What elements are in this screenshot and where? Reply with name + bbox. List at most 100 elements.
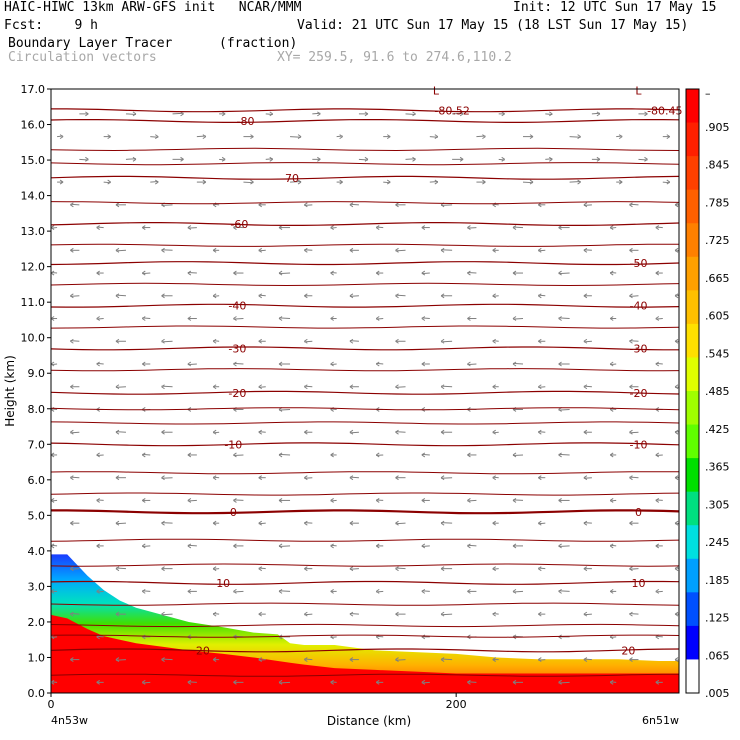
vector-shaft xyxy=(441,204,453,206)
wind-vector xyxy=(512,543,524,549)
vector-head xyxy=(161,657,165,663)
isotherm-line xyxy=(51,175,679,180)
vector-shaft xyxy=(115,249,126,252)
colorbar-label: .785 xyxy=(705,196,730,209)
wind-vector xyxy=(349,657,359,663)
vector-head xyxy=(395,384,399,390)
wind-vector xyxy=(278,270,291,276)
vector-head xyxy=(304,338,308,344)
vector-head xyxy=(250,179,254,185)
wind-vector xyxy=(629,429,639,435)
vector-head xyxy=(618,134,623,140)
vector-head xyxy=(583,247,588,253)
vector-head xyxy=(434,179,439,185)
vector-shaft xyxy=(452,112,464,115)
wind-vector xyxy=(440,384,453,390)
wind-vector xyxy=(258,429,266,435)
wind-vector xyxy=(51,679,58,685)
vector-head xyxy=(674,338,679,344)
vector-head xyxy=(278,498,283,503)
vector-head xyxy=(212,657,217,663)
colorbar-swatch xyxy=(686,223,699,258)
vector-head xyxy=(202,179,207,185)
vector-shaft xyxy=(233,454,244,457)
vector-head xyxy=(304,384,308,390)
vector-head xyxy=(233,361,237,367)
vector-head xyxy=(339,179,343,185)
vector-head xyxy=(644,111,648,117)
vector-head xyxy=(349,293,354,299)
vector-head xyxy=(375,316,380,321)
wind-vector xyxy=(421,361,430,367)
wind-vector xyxy=(161,429,173,435)
vector-head xyxy=(655,498,660,503)
vector-shaft xyxy=(115,522,126,525)
vector-head xyxy=(212,338,217,344)
y-tick-label: 3.0 xyxy=(28,580,46,593)
wind-vector xyxy=(395,384,406,390)
vector-head xyxy=(187,225,192,230)
vector-head xyxy=(141,225,146,230)
vector-head xyxy=(349,202,354,208)
field-title: Boundary Layer Tracer xyxy=(8,36,173,51)
vector-head xyxy=(395,338,399,344)
vector-head xyxy=(629,657,633,663)
vector-head xyxy=(212,475,217,481)
wind-vector xyxy=(304,566,313,572)
vector-head xyxy=(51,225,55,230)
vector-head xyxy=(674,657,679,663)
vector-head xyxy=(258,520,263,526)
wind-vector xyxy=(674,566,679,572)
wind-vector xyxy=(638,156,648,162)
vector-head xyxy=(258,611,263,617)
wind-vector xyxy=(512,270,524,276)
wind-vector xyxy=(452,156,464,162)
wind-vector xyxy=(655,498,663,503)
vector-head xyxy=(202,134,207,140)
wind-vector xyxy=(258,384,266,390)
wind-vector xyxy=(467,679,477,685)
vector-head xyxy=(596,111,601,117)
header-line1-right: Init: 12 UTC Sun 17 May 15 xyxy=(513,0,717,15)
wind-vector xyxy=(161,293,173,299)
wind-vector xyxy=(70,338,80,344)
vector-head xyxy=(395,475,399,481)
vector-head xyxy=(141,452,146,458)
vector-head xyxy=(304,247,308,253)
wind-vector xyxy=(161,338,173,344)
wind-vector xyxy=(538,429,546,435)
wind-vector xyxy=(233,498,244,503)
vector-shaft xyxy=(115,567,126,570)
wind-vector xyxy=(616,134,623,140)
isotherm-line xyxy=(51,243,679,247)
y-tick-label: 11.0 xyxy=(21,296,46,309)
colorbar-swatch xyxy=(686,256,699,291)
vector-head xyxy=(538,384,542,390)
wind-vector xyxy=(421,498,430,503)
vector-head xyxy=(609,588,614,594)
vector-shaft xyxy=(161,522,173,524)
vector-head xyxy=(187,270,192,276)
vector-head xyxy=(330,588,334,594)
contour-label: 0 xyxy=(230,506,237,519)
wind-vector xyxy=(609,543,617,549)
colorbar-label: .605 xyxy=(705,310,730,323)
wind-vector xyxy=(141,361,151,367)
vector-head xyxy=(278,588,283,594)
vector-head xyxy=(609,498,614,503)
wind-vector xyxy=(655,452,663,458)
vector-head xyxy=(233,543,237,549)
vector-head xyxy=(629,566,633,572)
vector-head xyxy=(115,384,120,390)
wind-vector xyxy=(212,338,220,344)
wind-vector xyxy=(629,338,639,344)
contour-label: -80.45 xyxy=(647,104,682,117)
vector-head xyxy=(558,270,562,276)
vector-head xyxy=(269,156,274,162)
colorbar-label: .245 xyxy=(705,536,730,549)
vector-shaft xyxy=(233,499,244,501)
wind-vector xyxy=(440,657,453,663)
vector-head xyxy=(85,156,89,162)
vector-head xyxy=(330,679,334,685)
vector-head xyxy=(609,361,614,367)
